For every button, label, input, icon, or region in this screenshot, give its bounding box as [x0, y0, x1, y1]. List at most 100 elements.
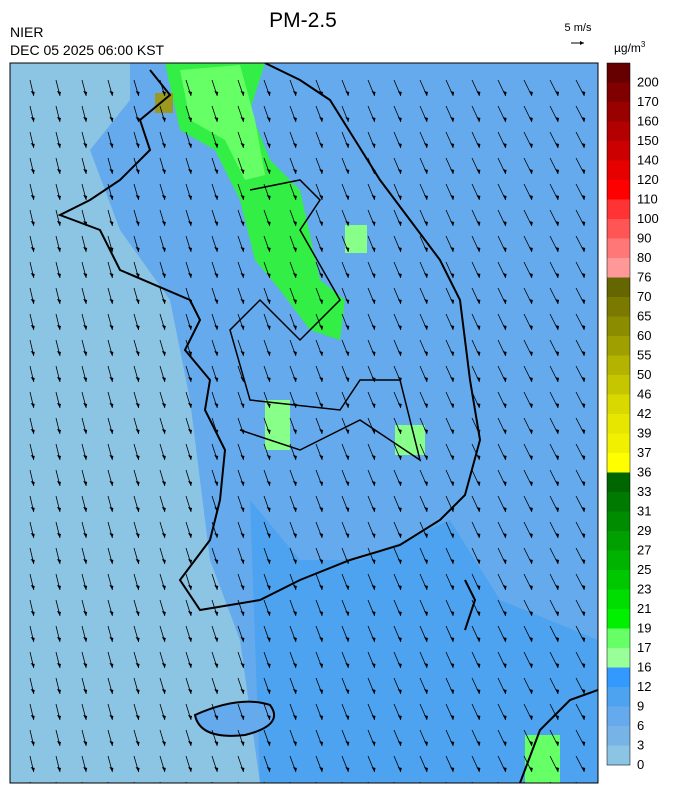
wind-arrowhead: [56, 325, 61, 330]
wind-arrowhead: [424, 533, 428, 538]
wind-arrowhead: [214, 273, 219, 278]
wind-arrowhead: [161, 663, 166, 668]
wind-arrowhead: [83, 663, 88, 668]
green-zone: [165, 63, 345, 340]
colorbar-label: 100: [637, 211, 659, 226]
wind-arrowhead: [109, 455, 114, 460]
wind-arrowhead: [83, 507, 88, 512]
wind-arrowhead: [266, 143, 271, 148]
wind-arrowhead: [371, 273, 376, 278]
green-spot: [345, 225, 367, 253]
wind-arrowhead: [555, 637, 560, 642]
wind-arrowhead: [135, 299, 140, 304]
wind-arrowhead: [240, 455, 245, 460]
wind-arrowhead: [161, 715, 166, 720]
wind-arrowhead: [397, 351, 402, 356]
colorbar-label: 50: [637, 367, 651, 382]
colorbar-segment: [607, 745, 630, 766]
wind-arrowhead: [214, 299, 219, 304]
wind-arrowhead: [476, 741, 481, 746]
colorbar-label: 42: [637, 406, 651, 421]
wind-arrowhead: [502, 117, 507, 122]
wind-arrowhead: [109, 325, 114, 330]
wind-arrowhead: [424, 429, 428, 434]
wind-arrowhead: [319, 377, 324, 382]
wind-arrowhead: [450, 481, 455, 486]
wind-arrowhead: [161, 637, 166, 642]
wind-arrowhead: [476, 403, 481, 408]
wind-arrow: [289, 781, 291, 783]
wind-arrowhead: [30, 429, 35, 434]
wind-arrowhead: [528, 351, 533, 356]
wind-arrowhead: [266, 325, 271, 330]
wind-arrowhead: [502, 429, 507, 434]
wind-arrowhead: [528, 767, 533, 772]
wind-arrowhead: [371, 637, 376, 642]
colorbar-segment: [607, 121, 630, 142]
wind-arrowhead: [240, 221, 245, 226]
wind-arrowhead: [476, 559, 481, 564]
wind-arrowhead: [161, 143, 166, 148]
wind-arrowhead: [56, 221, 61, 226]
wind-arrowhead: [345, 689, 350, 694]
wind-arrowhead: [502, 637, 507, 642]
wind-arrowhead: [292, 117, 297, 122]
wind-arrowhead: [56, 117, 61, 122]
wind-arrowhead: [528, 585, 533, 590]
wind-arrowhead: [581, 767, 586, 772]
wind-arrowhead: [397, 429, 402, 434]
wind-arrowhead: [424, 403, 428, 408]
wind-arrowhead: [188, 377, 193, 382]
wind-arrowhead: [266, 767, 271, 772]
wind-arrowhead: [30, 715, 35, 720]
colorbar-segment: [607, 570, 630, 590]
wind-arrowhead: [266, 299, 271, 304]
wind-arrowhead: [424, 221, 428, 226]
wind-arrowhead: [397, 325, 402, 330]
wind-arrowhead: [292, 195, 297, 200]
wind-arrow: [393, 781, 395, 783]
wind-arrowhead: [319, 559, 324, 564]
wind-arrowhead: [83, 325, 88, 330]
wind-arrowhead: [555, 351, 560, 356]
wind-arrowhead: [371, 611, 376, 616]
wind-arrowhead: [397, 403, 402, 408]
wind-arrowhead: [240, 117, 245, 122]
wind-arrowhead: [292, 221, 297, 226]
wind-arrowhead: [476, 169, 481, 174]
wind-arrowhead: [528, 741, 533, 746]
wind-arrowhead: [371, 117, 376, 122]
wind-arrowhead: [266, 533, 271, 538]
wind-arrowhead: [188, 585, 193, 590]
wind-arrow: [471, 781, 473, 783]
wind-arrowhead: [371, 507, 376, 512]
wind-arrowhead: [292, 377, 297, 382]
wind-arrowhead: [188, 143, 193, 148]
wind-arrowhead: [555, 767, 560, 772]
wind-arrowhead: [56, 481, 61, 486]
agency: NIER: [10, 24, 43, 40]
wind-arrowhead: [109, 377, 114, 382]
wind-arrowhead: [502, 533, 507, 538]
wind-arrowhead: [424, 663, 428, 668]
wind-arrow: [159, 781, 161, 783]
wind-arrowhead: [56, 91, 61, 96]
wind-arrowhead: [161, 195, 166, 200]
wind-arrowhead: [319, 507, 324, 512]
wind-arrowhead: [214, 637, 219, 642]
wind-arrowhead: [188, 91, 193, 96]
wind-arrowhead: [397, 715, 402, 720]
wind-arrowhead: [476, 351, 481, 356]
wind-arrowhead: [240, 689, 245, 694]
wind-arrowhead: [555, 741, 560, 746]
wind-arrowhead: [188, 117, 193, 122]
wind-arrow: [367, 781, 369, 783]
wind-scale: 5 m/s: [565, 22, 592, 34]
wind-arrowhead: [292, 611, 297, 616]
wind-arrowhead: [135, 455, 140, 460]
colorbar-segment: [607, 238, 630, 259]
wind-arrowhead: [188, 741, 193, 746]
wind-arrowhead: [371, 351, 376, 356]
wind-arrowhead: [292, 455, 297, 460]
colorbar-segment: [607, 453, 630, 473]
